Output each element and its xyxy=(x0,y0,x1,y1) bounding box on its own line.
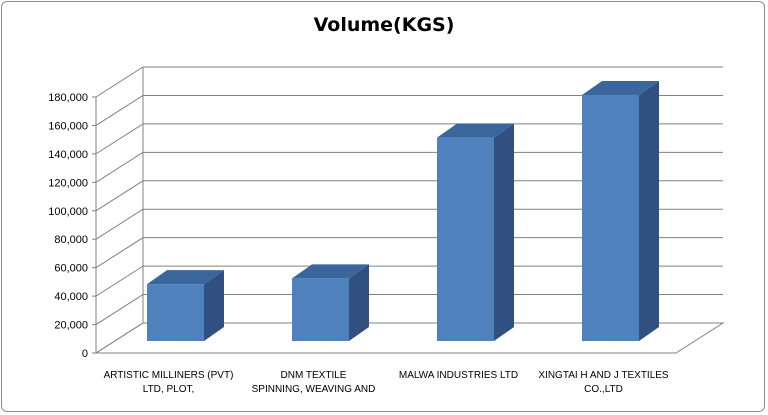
floor xyxy=(94,322,725,354)
x-category-label: LTD, PLOT, xyxy=(143,384,195,395)
x-category-label: XINGTAI H AND J TEXTILES xyxy=(538,370,669,381)
bar xyxy=(582,94,639,341)
bar-side xyxy=(204,270,224,341)
bar xyxy=(292,278,349,341)
gridline-diagonal xyxy=(95,208,144,240)
x-category-label: DNM TEXTILE xyxy=(281,370,347,381)
bar-side xyxy=(494,123,514,341)
gridline-diagonal xyxy=(95,237,144,269)
gridline-diagonal xyxy=(95,294,144,325)
gridline-diagonal xyxy=(95,180,144,212)
bar-side xyxy=(349,264,369,341)
y-tick-label: 100,000 xyxy=(48,206,88,218)
y-tick-label: 120,000 xyxy=(48,177,88,189)
bar xyxy=(437,137,494,341)
bar-top xyxy=(292,264,369,279)
x-category-label: ARTISTIC MILLINERS (PVT) xyxy=(104,370,234,381)
y-tick-label: 140,000 xyxy=(48,149,88,161)
y-tick-label: 180,000 xyxy=(48,92,88,104)
y-tick-label: 40,000 xyxy=(54,291,88,303)
bar xyxy=(147,284,204,341)
gridline-diagonal xyxy=(95,95,144,126)
gridline-diagonal xyxy=(95,66,144,98)
x-category-label: MALWA INDUSTRIES LTD xyxy=(399,370,518,381)
bar-side xyxy=(639,80,659,341)
chart-title: Volume(KGS) xyxy=(313,14,455,36)
x-category-label: CO.,LTD xyxy=(584,384,623,395)
y-tick-label: 0 xyxy=(82,348,88,360)
gridline-diagonal xyxy=(95,151,144,183)
gridline-diagonal xyxy=(95,123,144,155)
y-tick-label: 160,000 xyxy=(48,120,88,132)
gridline-diagonal xyxy=(95,265,144,297)
y-tick-label: 60,000 xyxy=(54,263,88,275)
bar-top xyxy=(582,80,659,95)
bar-top xyxy=(437,123,514,138)
bar-top xyxy=(147,270,224,285)
x-category-label: SPINNING, WEAVING AND xyxy=(252,384,376,395)
y-tick-label: 80,000 xyxy=(54,234,88,246)
y-tick-label: 20,000 xyxy=(54,320,88,332)
